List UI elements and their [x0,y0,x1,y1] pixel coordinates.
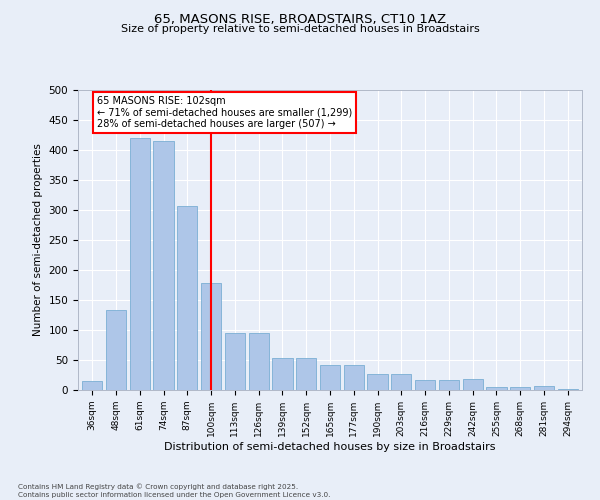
Bar [154,141,173,390]
Bar [130,138,150,390]
X-axis label: Distribution of semi-detached houses by size in Broadstairs: Distribution of semi-detached houses by … [164,442,496,452]
Bar [106,310,126,390]
Bar [344,365,364,390]
Bar [248,333,269,390]
Bar [320,365,340,390]
Text: Contains HM Land Registry data © Crown copyright and database right 2025.
Contai: Contains HM Land Registry data © Crown c… [18,484,331,498]
Bar [177,206,197,390]
Bar [463,378,483,390]
Bar [534,386,554,390]
Y-axis label: Number of semi-detached properties: Number of semi-detached properties [33,144,43,336]
Bar [487,387,506,390]
Text: 65 MASONS RISE: 102sqm
← 71% of semi-detached houses are smaller (1,299)
28% of : 65 MASONS RISE: 102sqm ← 71% of semi-det… [97,96,352,129]
Bar [201,282,221,390]
Bar [82,381,103,390]
Bar [225,333,245,390]
Bar [391,374,412,390]
Bar [439,380,459,390]
Bar [296,358,316,390]
Bar [367,374,388,390]
Text: Size of property relative to semi-detached houses in Broadstairs: Size of property relative to semi-detach… [121,24,479,34]
Bar [415,380,435,390]
Text: 65, MASONS RISE, BROADSTAIRS, CT10 1AZ: 65, MASONS RISE, BROADSTAIRS, CT10 1AZ [154,12,446,26]
Bar [272,358,293,390]
Bar [510,387,530,390]
